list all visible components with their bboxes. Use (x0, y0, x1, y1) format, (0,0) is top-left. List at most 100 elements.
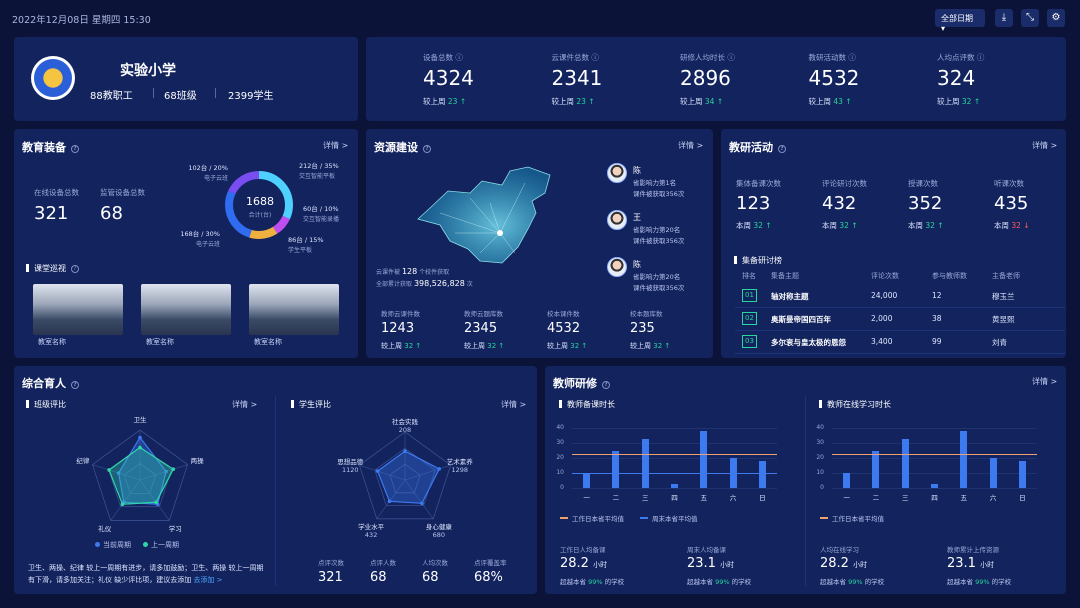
classroom-photo[interactable]: 教室名称 (141, 284, 231, 346)
radar-point (387, 499, 392, 504)
table-header: 参与教师数 (932, 272, 967, 280)
bar[interactable] (583, 473, 591, 488)
teacher-stat-note: 超越本省 99% 的学校 (560, 578, 625, 586)
person-name: 陈 (633, 166, 641, 175)
bar[interactable] (758, 461, 766, 488)
settings-icon[interactable]: ⚙ (1047, 9, 1065, 27)
donut-unit: 合计(台) (248, 212, 272, 219)
class-eval-detail-link[interactable]: 详情 > (232, 400, 258, 409)
help-icon: ? (71, 265, 79, 273)
legend-item: 上一周期 (143, 541, 179, 549)
bar[interactable] (843, 473, 851, 488)
table-header: 评论次数 (871, 272, 899, 280)
radar-grid (374, 447, 436, 507)
x-tick: 二 (612, 494, 620, 502)
table-cell-topic[interactable]: 多尔衮与皇太极的恩怨 (771, 338, 846, 347)
edu-stat-label: 点评人数 (370, 559, 396, 567)
section-marker (559, 400, 562, 408)
teacher-detail-link[interactable]: 详情 > (1032, 377, 1058, 386)
bar[interactable] (989, 458, 997, 488)
x-tick: 六 (729, 494, 737, 502)
person-rank: 省影响力第20名 (633, 226, 681, 234)
add-link[interactable]: 去添加 > (193, 576, 223, 584)
classroom-photo[interactable]: 教室名称 (249, 284, 339, 346)
bar[interactable] (1018, 461, 1026, 488)
divider (215, 88, 216, 98)
edu-stat-value: 68 (370, 570, 387, 585)
research-title: 教研活动? (729, 139, 786, 155)
bar[interactable] (901, 438, 909, 488)
x-tick: 一 (843, 494, 850, 502)
radar-axis (359, 464, 406, 481)
student-eval-detail-link[interactable]: 详情 > (501, 400, 527, 409)
study-chart-title: 教师在线学习时长 (827, 400, 891, 409)
table-cell-comments: 2,000 (871, 314, 893, 323)
radar-axis (404, 464, 451, 481)
table-cell-teachers: 99 (932, 337, 942, 346)
resource-panel (366, 129, 713, 358)
download-icon[interactable]: ⤓ (995, 9, 1013, 27)
datetime: 2022年12月08日 星期四 15:30 (12, 15, 151, 26)
radar-grid (358, 431, 452, 520)
row-divider (735, 330, 1065, 331)
edu-stat-label: 点评覆盖率 (474, 559, 507, 567)
resource-stat-value: 4532 (547, 321, 581, 336)
bar[interactable] (700, 431, 708, 488)
y-tick: 0 (820, 484, 824, 491)
collapse-icon[interactable]: ⤡ (1021, 9, 1039, 27)
x-tick: 四 (671, 494, 678, 502)
section-marker (291, 400, 294, 408)
section-marker (734, 256, 737, 264)
resource-title: 资源建设? (374, 139, 431, 155)
research-stat-value: 432 (822, 193, 857, 214)
table-cell-host: 刘青 (992, 338, 1007, 347)
delta: 32 ↑ (961, 97, 981, 106)
x-tick: 日 (759, 494, 766, 502)
stat-label: 云课件总数 ⓘ (551, 53, 599, 62)
research-stat-value: 435 (994, 193, 1029, 214)
teacher-stat-value: 28.2 小时 (820, 556, 868, 571)
stat-value: 2341 (551, 66, 603, 90)
date-filter-select[interactable]: 全部日期 ▾ (935, 9, 985, 33)
monitor-devices-label: 监管设备总数 (100, 188, 145, 197)
section-marker (26, 400, 29, 408)
teacher-stat-label: 工作日人均备课 (560, 546, 606, 554)
donut-label-name: 电子云班 (195, 241, 220, 248)
resource-detail-link[interactable]: 详情 > (678, 141, 704, 150)
research-detail-link[interactable]: 详情 > (1032, 141, 1058, 150)
delta: 23 ↑ (447, 97, 467, 106)
research-stat-value: 352 (908, 193, 943, 214)
radar-axis (110, 479, 141, 521)
research-stat-compare: 本周 32 ↓ (994, 221, 1030, 230)
research-stat-value: 123 (736, 193, 771, 214)
help-icon: ? (71, 381, 79, 389)
bar[interactable] (931, 483, 938, 488)
radar-point (107, 468, 111, 472)
classroom-photo[interactable]: 教室名称 (33, 284, 123, 346)
research-stat-label: 授课次数 (908, 179, 938, 188)
table-header: 主备老师 (992, 272, 1020, 280)
bar[interactable] (872, 450, 880, 488)
student-eval-title: 学生评比 (299, 400, 331, 409)
delta: 34 ↑ (704, 97, 724, 106)
research-stat-label: 集体备课次数 (736, 179, 781, 188)
radar-point (403, 449, 407, 453)
person-downloads: 课件被获取356次 (633, 190, 685, 198)
bar[interactable] (960, 431, 968, 488)
school-staff: 88教职工 (90, 91, 133, 102)
edu-stat-value: 68% (474, 570, 503, 585)
row-divider (735, 307, 1065, 308)
radar-series (376, 450, 441, 504)
x-tick: 五 (700, 494, 708, 502)
table-cell-topic[interactable]: 轴对称主题 (771, 292, 809, 301)
table-cell-topic[interactable]: 奥斯曼帝国四百年 (771, 315, 831, 324)
china-map[interactable] (410, 163, 560, 273)
y-tick: 40 (556, 424, 564, 431)
bar[interactable] (671, 483, 678, 488)
bar[interactable] (641, 438, 649, 488)
equipment-detail-link[interactable]: 详情 > (323, 141, 349, 150)
avatar (607, 257, 627, 277)
stat-value: 324 (937, 66, 976, 90)
bar[interactable] (612, 450, 620, 488)
row-divider (735, 353, 1065, 354)
